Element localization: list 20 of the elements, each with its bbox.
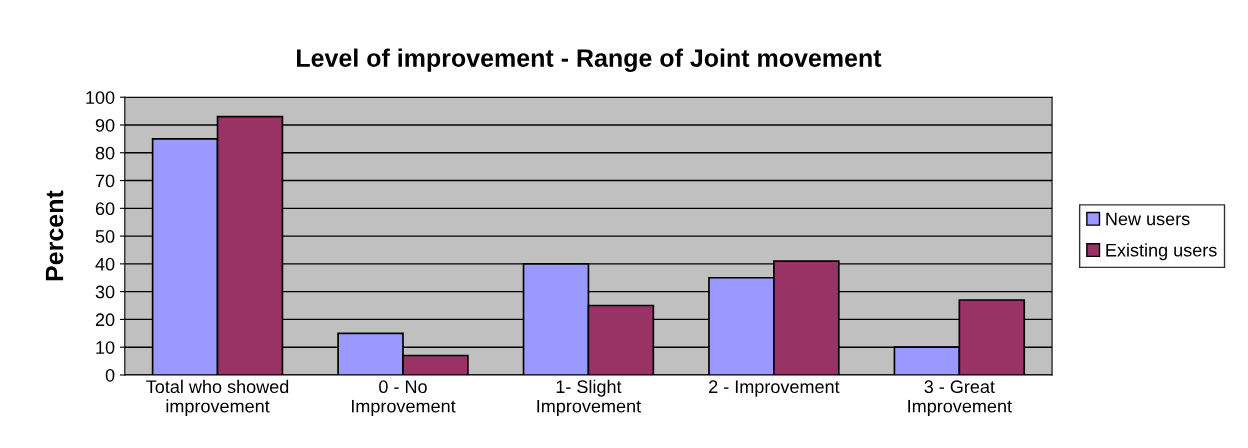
y-tick-label: 10 [96,341,115,354]
y-tick-label: 80 [95,146,115,160]
legend-label: New users [1106,212,1190,226]
x-tick-label: 2 - Improvement [709,380,840,397]
y-axis-title: Percent [45,190,64,281]
y-tick-label: 50 [95,230,115,243]
y-tick-label: 40 [95,257,115,271]
x-tick-label: 1- Slight Improvement [537,379,641,417]
chart-title: Level of improvement - Range of Joint movement [297,48,882,72]
y-tick-label: 60 [95,202,115,216]
y-tick-label: 100 [86,91,115,104]
y-tick-label: 0 [105,368,115,382]
y-tick-label: 70 [95,174,115,188]
y-tick-label: 90 [95,118,115,132]
y-tick-label: 30 [95,285,115,299]
legend-label: Existing users [1106,243,1217,261]
x-tick-label: Total who showed improvement [146,379,289,417]
x-tick-label: 0 - No Improvement [351,380,456,417]
y-tick-label: 20 [95,313,115,327]
x-tick-label: 3 - Great Improvement [908,380,1012,417]
